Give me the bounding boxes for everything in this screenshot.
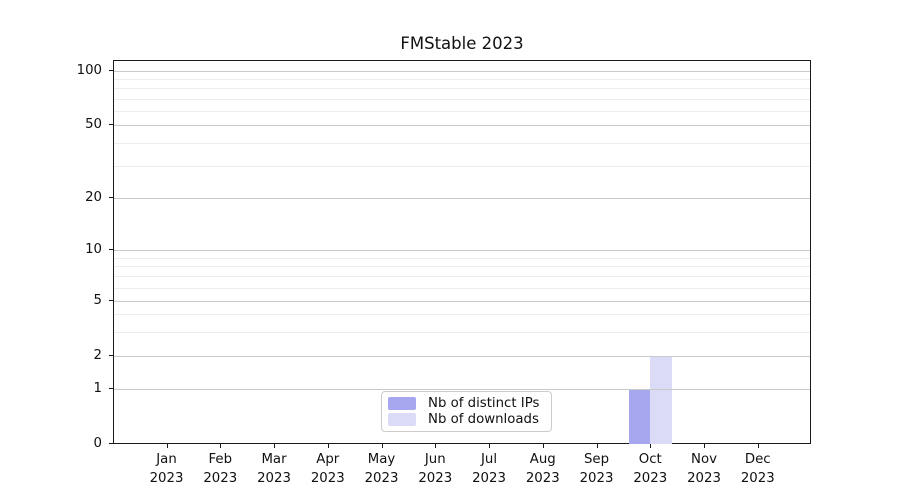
x-axis-tick-year: 2023 — [203, 471, 238, 486]
x-axis-tick-label: Jun 2023 — [395, 450, 475, 488]
y-axis-tickmark — [109, 300, 113, 301]
y-axis-tick-label: 20 — [85, 190, 102, 205]
y-axis-tick-label: 50 — [85, 117, 102, 132]
x-axis-tick-year: 2023 — [418, 471, 453, 486]
gridline-minor — [114, 276, 810, 278]
x-axis-tickmark — [542, 444, 544, 448]
chart-title: FMStable 2023 — [400, 34, 524, 53]
x-axis-tick-label: Jan 2023 — [127, 450, 207, 488]
gridline-minor — [114, 98, 810, 100]
y-axis-tick-label: 100 — [76, 63, 102, 78]
gridline-minor — [114, 287, 810, 289]
legend-item-downloads: Nb of downloads — [388, 412, 543, 428]
x-axis-tickmark — [166, 444, 168, 448]
x-axis-tickmark — [757, 444, 759, 448]
legend-label-downloads: Nb of downloads — [428, 411, 539, 427]
x-axis-tick-year: 2023 — [687, 471, 721, 486]
y-axis-tickmark — [109, 388, 113, 389]
x-axis-tick-label: Mar 2023 — [234, 450, 314, 488]
x-axis-tick-year: 2023 — [525, 471, 560, 486]
gridline-minor — [114, 266, 810, 268]
gridline-major — [114, 301, 810, 302]
x-axis-tickmark — [704, 444, 705, 448]
x-axis-tick-label: Apr 2023 — [288, 450, 368, 488]
x-axis-tick-year: 2023 — [633, 471, 668, 486]
x-axis-tickmark — [327, 444, 329, 448]
y-axis-tick-label: 10 — [85, 242, 102, 257]
x-axis-tick-label: Dec 2023 — [718, 450, 798, 488]
x-axis-tick-year: 2023 — [740, 471, 775, 486]
y-axis-tick-label: 2 — [93, 348, 102, 363]
y-axis-tickmark — [109, 355, 113, 356]
x-axis-tick-year: 2023 — [149, 471, 184, 486]
x-axis-tick-label: Jul 2023 — [449, 450, 529, 488]
x-axis-tick-year: 2023 — [310, 471, 345, 486]
legend-swatch-downloads — [388, 412, 416, 426]
plot-area — [113, 60, 811, 444]
legend-label-distinct-ips: Nb of distinct IPs — [428, 396, 540, 412]
gridline-major — [114, 389, 810, 390]
gridline-minor — [114, 165, 810, 167]
x-axis-tick-label: Nov 2023 — [664, 450, 744, 488]
bar-distinct-ips — [628, 389, 651, 444]
y-axis-tickmark — [109, 443, 113, 444]
x-axis-tickmark — [381, 444, 383, 448]
gridline-major — [114, 125, 810, 126]
y-axis-tickmark — [109, 249, 113, 250]
gridline-minor — [114, 79, 810, 81]
bar-downloads — [650, 356, 672, 444]
gridline-major — [114, 71, 810, 72]
x-axis-tick-label: Sep 2023 — [557, 450, 637, 488]
gridline-minor — [114, 314, 810, 316]
x-axis-tick-label: Feb 2023 — [180, 450, 260, 488]
legend-item-distinct-ips: Nb of distinct IPs — [388, 396, 543, 412]
legend: Nb of distinct IPs Nb of downloads — [381, 391, 552, 432]
x-axis-tick-year: 2023 — [257, 471, 291, 486]
bars-layer — [114, 61, 810, 444]
gridline-minor — [114, 142, 810, 144]
x-axis-tickmark — [220, 444, 222, 448]
y-axis-tickmark — [109, 70, 113, 71]
x-axis-tick-year: 2023 — [472, 471, 506, 486]
y-axis-tickmark — [109, 124, 113, 125]
x-axis-tick-label: Oct 2023 — [610, 450, 690, 488]
x-axis-tick-year: 2023 — [364, 471, 399, 486]
x-axis-tickmark — [650, 444, 652, 448]
legend-swatch-distinct-ips — [388, 397, 416, 411]
x-axis-tickmark — [596, 444, 598, 448]
gridline-minor — [114, 110, 810, 112]
x-axis-tickmark — [274, 444, 275, 448]
y-axis-tick-label: 5 — [93, 293, 102, 308]
gridline-major — [114, 250, 810, 251]
gridline-minor — [114, 257, 810, 259]
y-axis-tickmark — [109, 197, 113, 198]
y-axis-tick-label: 0 — [93, 436, 102, 451]
gridline-minor — [114, 331, 810, 333]
x-axis-tick-label: Aug 2023 — [503, 450, 583, 488]
x-axis-tickmark — [435, 444, 437, 448]
gridlines-layer — [114, 61, 810, 443]
x-axis-tickmark — [489, 444, 490, 448]
x-axis-tick-label: May 2023 — [342, 450, 422, 488]
x-axis-tick-year: 2023 — [579, 471, 614, 486]
gridline-major — [114, 356, 810, 357]
gridline-minor — [114, 88, 810, 90]
gridline-major — [114, 198, 810, 199]
y-axis-tick-label: 1 — [93, 381, 102, 396]
